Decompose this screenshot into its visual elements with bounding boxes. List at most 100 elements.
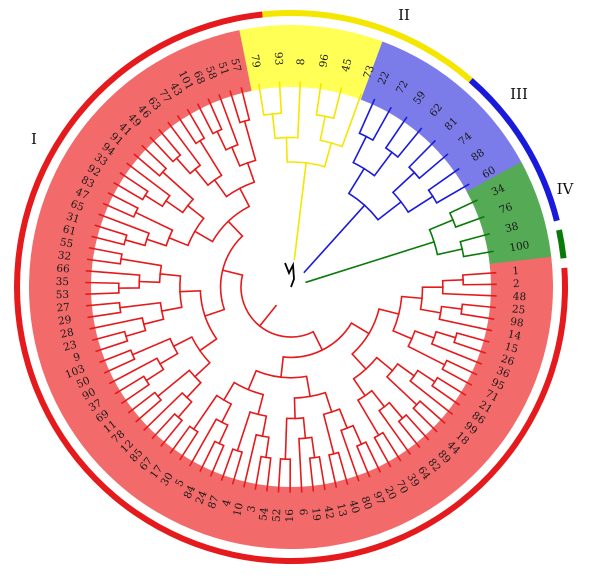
- branch-i: [99, 349, 132, 364]
- branch-i: [120, 383, 151, 405]
- leaf-label: 15: [503, 341, 519, 356]
- leaf-label: 3: [245, 505, 258, 514]
- clade-arc-iii: [468, 77, 560, 222]
- branch-ii: [315, 83, 322, 116]
- branch-i: [131, 337, 172, 356]
- branch-i: [373, 436, 392, 468]
- branch-ii: [278, 81, 283, 115]
- branch-i: [461, 303, 496, 309]
- leaf-label: 90: [80, 386, 97, 403]
- branch-i: [266, 457, 272, 492]
- branch-i: [222, 381, 236, 402]
- leaf-label: 48: [513, 291, 527, 304]
- branch-i: [220, 448, 234, 481]
- leaf-label: 14: [507, 328, 523, 343]
- branch-i: [293, 397, 296, 420]
- branch-i: [261, 415, 268, 438]
- leaf-label: 35: [56, 276, 70, 288]
- leaf-label: 28: [59, 326, 75, 340]
- branch-i: [179, 289, 202, 293]
- branch-iii: [391, 171, 416, 194]
- branch-i: [188, 418, 218, 467]
- stem-i: [258, 304, 278, 328]
- branch-i: [460, 313, 495, 320]
- leaf-labels: 79 93 8 96 45 7322725962817488603476381001248…: [56, 52, 531, 523]
- branch-i: [284, 417, 288, 460]
- leaf-label: 42: [322, 505, 336, 520]
- leaf-label: 58: [203, 64, 219, 81]
- branch-i: [445, 359, 478, 376]
- branch-i: [328, 454, 338, 488]
- clade-shade-iv: [466, 161, 552, 265]
- branch-i: [337, 451, 349, 486]
- branch-i: [160, 419, 184, 447]
- branch-i: [193, 230, 214, 243]
- leaf-label: 51: [215, 60, 230, 76]
- branch-i: [236, 410, 252, 452]
- branch-i: [240, 274, 314, 338]
- branch-i: [351, 352, 368, 371]
- branch-i: [85, 270, 141, 276]
- branch-i: [169, 425, 191, 454]
- branch-iv: [459, 232, 490, 243]
- branch-i: [240, 87, 251, 121]
- branch-i: [192, 394, 218, 431]
- leaf-label: 16: [284, 509, 296, 523]
- branch-i: [113, 181, 144, 201]
- leaf-label: 40: [346, 499, 361, 515]
- branch-i: [218, 423, 229, 445]
- branch-i: [396, 362, 416, 377]
- branch-i: [405, 413, 430, 441]
- branch-i: [438, 318, 493, 332]
- branch-i: [352, 377, 367, 397]
- branch-i: [207, 98, 223, 131]
- branch-i: [141, 144, 168, 170]
- branch-i: [220, 403, 233, 424]
- branch-i: [338, 408, 349, 430]
- branch-i: [355, 445, 371, 478]
- leaf-label: 27: [56, 301, 70, 314]
- branch-iv: [436, 248, 464, 256]
- branch-i: [88, 246, 123, 256]
- leaf-label: 79: [248, 54, 262, 69]
- leaf-label: 25: [511, 303, 526, 316]
- branch-i: [277, 458, 282, 493]
- branch-ii: [341, 93, 363, 148]
- branch-iv: [428, 218, 455, 231]
- branch-i: [186, 108, 206, 140]
- branch-i: [145, 368, 165, 382]
- branch-i: [416, 369, 436, 383]
- branch-i: [143, 391, 184, 432]
- root-branch: [284, 261, 295, 288]
- branch-ii: [296, 81, 302, 139]
- leaf-label: 57: [228, 57, 243, 73]
- leaf-label: 21: [477, 399, 495, 416]
- branch-i: [158, 352, 179, 366]
- clade-label-iii: III: [510, 85, 528, 103]
- leaf-label: 100: [509, 239, 531, 254]
- leaf-label: 5: [173, 477, 187, 489]
- leaf-label: 53: [56, 289, 70, 301]
- branch-i: [229, 90, 241, 124]
- branch-i: [216, 130, 227, 151]
- branch-i: [461, 271, 497, 276]
- branch-i: [89, 316, 144, 330]
- branch-iv: [462, 250, 494, 258]
- clade-shade-ii: [232, 25, 398, 105]
- branch-i: [356, 399, 380, 437]
- branch-i: [441, 292, 497, 297]
- branch-iii: [347, 167, 366, 195]
- leaf-label: 34: [490, 182, 507, 199]
- branch-i: [193, 361, 211, 378]
- branch-i: [85, 281, 120, 285]
- branch-i: [400, 295, 423, 300]
- branch-ii: [319, 115, 327, 142]
- branch-i: [364, 441, 382, 473]
- branch-i: [265, 436, 270, 459]
- leaf-label: 32: [57, 249, 72, 263]
- branch-i: [103, 358, 136, 374]
- branch-i: [455, 332, 490, 343]
- branch-i: [340, 429, 360, 482]
- branch-i: [178, 430, 199, 461]
